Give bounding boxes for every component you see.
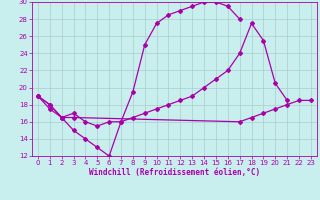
X-axis label: Windchill (Refroidissement éolien,°C): Windchill (Refroidissement éolien,°C) (89, 168, 260, 177)
